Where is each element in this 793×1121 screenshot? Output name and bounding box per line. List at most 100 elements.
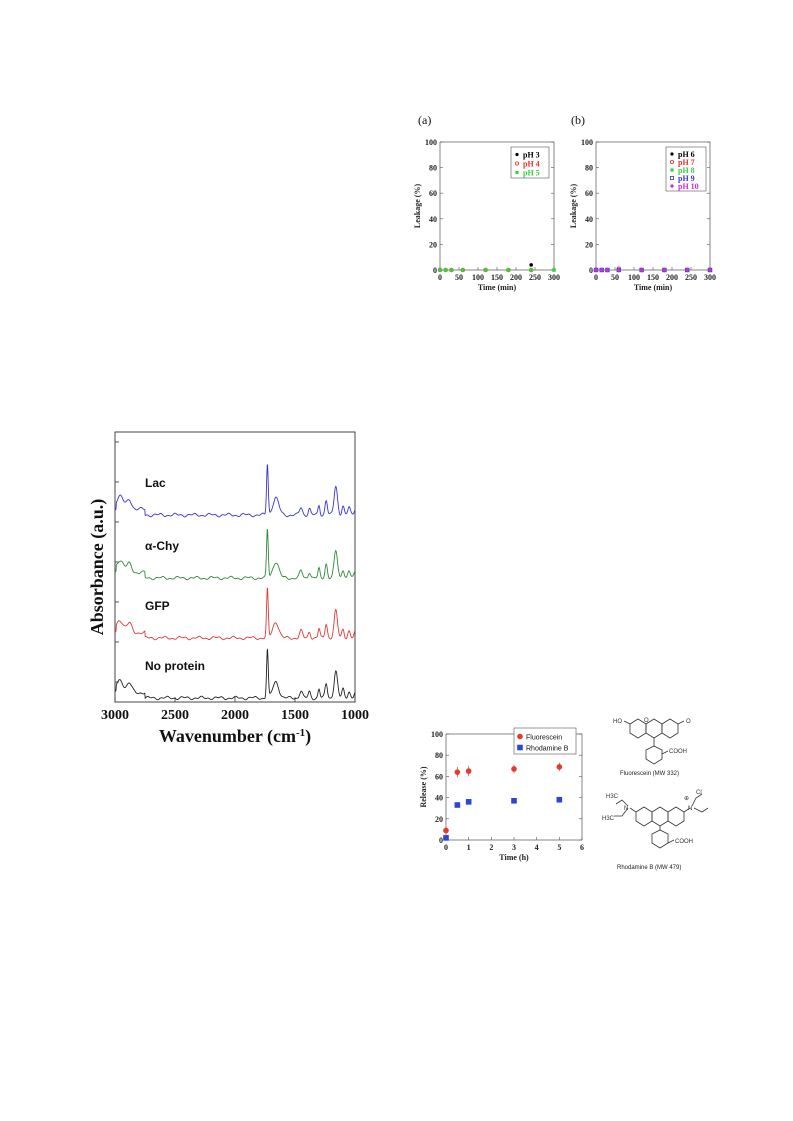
leak_a-xtick-label: 150: [491, 273, 503, 282]
leak_a-data-points: [437, 263, 556, 273]
release-ytick-label: 60: [435, 772, 443, 781]
release-point-1-2: [465, 799, 472, 805]
release-legend-label-1: Rhodamine B: [526, 746, 569, 753]
release-point-1-4: [556, 796, 563, 803]
leak_b-x-axis-label: Time (min): [634, 283, 673, 292]
rhodamine-cooh-label: COOH: [675, 839, 693, 845]
leak_b-point-4-6: [684, 267, 690, 273]
release-chart: 0 20 40 60 80 100 0 1 2 3 4 5 6 Time (h) Release (%) Fl…: [419, 727, 584, 862]
leak_a-xtick-label: 300: [548, 273, 560, 282]
leakage-chart-a: (a) 0 20 40 60 80 100 0 50 100 150 200 250 300 Time (…: [413, 113, 560, 292]
leak_b-xtick-label: 250: [685, 273, 697, 282]
fluorescein-ring-o-label: O: [644, 718, 649, 724]
leak_a-point-2-5: [506, 268, 511, 272]
release-xtick-label: 2: [489, 843, 493, 852]
release-xtick-label: 3: [512, 843, 516, 852]
fluorescein-o-label: O: [686, 719, 691, 725]
leak_b-legend-marker-0: [670, 152, 674, 156]
leak_a-legend-label-0: pH 3: [523, 151, 540, 160]
release-x-axis-label: Time (h): [499, 853, 529, 862]
leak_a-point-2-6: [529, 268, 533, 272]
leak_b-legend-label-3: pH 9: [678, 174, 695, 183]
release-data-points: [443, 762, 563, 841]
leak_a-point-2-2: [449, 268, 454, 272]
leak_b-point-4-5: [662, 267, 667, 273]
release-point-0-2: [465, 768, 472, 774]
leak_b-ytick-label: 0: [589, 266, 593, 275]
ftir-x-axis-label-end: ): [305, 726, 311, 747]
leak_a-point-2-4: [483, 268, 488, 272]
release-point-1-0: [443, 835, 449, 841]
ftir-xtick-label: 2000: [221, 708, 249, 723]
release-xtick-label: 5: [557, 843, 561, 852]
leak_b-ytick-label: 80: [585, 164, 593, 173]
leak_a-y-axis-label: Leakage (%): [413, 184, 422, 229]
release-ytick-label: 20: [435, 815, 443, 824]
chart-b-title: (b): [571, 113, 585, 127]
leak_b-ytick-label: 40: [585, 215, 593, 224]
leak_a-legend-marker-1: [515, 161, 520, 166]
leak_a-legend-marker-2: [515, 170, 519, 175]
release-point-1-1: [454, 802, 461, 808]
leak_a-x-axis-label: Time (min): [478, 283, 517, 292]
fluorescein-caption: Fluorescein (MW 332): [620, 771, 679, 777]
leak_a-ytick-label: 0: [433, 266, 437, 275]
leak_a-legend-marker-0: [515, 152, 519, 157]
leak_b-y-axis-label: Leakage (%): [569, 184, 578, 229]
leak_a-legend-label-1: pH 4: [523, 160, 540, 169]
ftir-series-0-label: Lac: [145, 476, 166, 490]
leak_a-point-0-6: [529, 263, 533, 267]
leak_a-ytick-label: 60: [429, 189, 437, 198]
leak_b-legend: pH 6pH 7pH 8pH 9pH 10: [665, 146, 707, 192]
ftir-xtick-label: 1500: [281, 708, 309, 723]
leak_b-point-4-3: [616, 267, 622, 273]
release-xtick-label: 4: [535, 843, 539, 852]
ftir-series-0-line: [114, 464, 356, 518]
leak_b-point-4-1: [599, 267, 604, 273]
release-ytick-label: 0: [439, 836, 443, 845]
ftir-x-axis-label: Wavenumber (cm-1): [159, 726, 311, 747]
release-point-0-1: [454, 769, 461, 775]
leak_a-xtick-label: 50: [455, 273, 463, 282]
rhodamine-plus-label: ⊕: [684, 796, 689, 802]
release-ytick-label: 100: [431, 730, 443, 739]
release-legend-marker-1: [517, 744, 523, 751]
leak_a-point-2-1: [443, 268, 448, 272]
release-xtick-label: 1: [467, 843, 471, 852]
leak_a-point-2-0: [438, 268, 442, 272]
leak_b-legend-label-0: pH 6: [678, 150, 695, 159]
rhodamine-n-right-label: N: [688, 806, 692, 812]
leak_b-xtick-label: 100: [628, 273, 640, 282]
release-xtick-label: 6: [580, 843, 584, 852]
leak_b-xtick-label: 0: [594, 273, 598, 282]
ftir-series-3-label: No protein: [145, 659, 205, 673]
leak_a-xtick-label: 100: [472, 273, 484, 282]
rhodamine-h3c-top-label: H3C: [606, 794, 619, 800]
leak_b-legend-marker-1: [670, 160, 675, 165]
ftir-xtick-label: 1000: [341, 708, 369, 723]
ftir-series-1-line: [114, 528, 356, 581]
ftir-x-axis-label-sup: -1: [296, 727, 305, 739]
fluorescein-structure: HO O O COOH Fluorescein (MW 332): [613, 718, 691, 777]
leak_a-ytick-label: 80: [429, 164, 437, 173]
fluorescein-cooh-label: COOH: [669, 749, 687, 755]
release-legend-box: [513, 727, 577, 755]
leak_b-data-points: [593, 266, 713, 273]
leak_a-legend: pH 3pH 4pH 5: [510, 146, 550, 179]
ftir-series-3-line: [114, 648, 356, 701]
leak_a-xtick-label: 250: [529, 273, 541, 282]
leak_b-xtick-label: 150: [647, 273, 659, 282]
leak_b-ytick-label: 20: [585, 240, 593, 249]
release-legend: Fluorescein Rhodamine B: [513, 727, 577, 755]
leak_b-legend-marker-4: [669, 183, 675, 189]
rhodamine-cl-label: Cl: [696, 790, 702, 796]
leak_a-ytick-label: 40: [429, 215, 437, 224]
release-point-0-0: [443, 827, 449, 834]
leak_a-point-2-7: [552, 268, 556, 272]
ftir-xtick-label: 3000: [101, 708, 129, 723]
leak_b-xtick-label: 300: [704, 273, 716, 282]
rhodamine-h3c-bottom-label: H3C: [602, 816, 615, 822]
ftir-series-2-line: [114, 587, 356, 641]
ftir-series-2-label: GFP: [145, 599, 170, 613]
release-point-0-3: [511, 766, 517, 772]
